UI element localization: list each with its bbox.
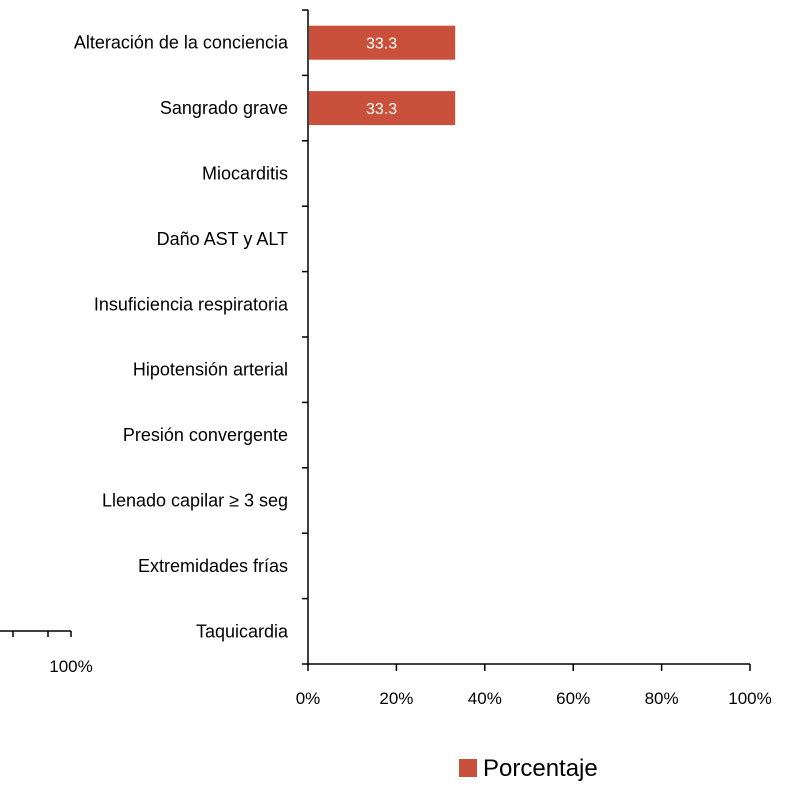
x-tick-label: 40%	[468, 689, 502, 708]
bar	[309, 25, 456, 60]
x-tick-label: 60%	[556, 689, 590, 708]
category-label: Insuficiencia respiratoria	[94, 294, 289, 314]
x-tick-label: 20%	[379, 689, 413, 708]
legend-label: Porcentaje	[483, 755, 598, 782]
partial-x-tick-label: 100%	[49, 657, 92, 676]
category-label: Extremidades frías	[138, 556, 288, 576]
category-label: Presión convergente	[123, 425, 288, 445]
bar	[309, 91, 456, 126]
data-label: 33.3	[366, 101, 397, 118]
category-label: Daño AST y ALT	[157, 229, 288, 249]
data-label: 33.3	[366, 36, 397, 53]
category-label: Llenado capilar ≥ 3 seg	[102, 491, 288, 511]
category-label: Taquicardia	[196, 621, 289, 641]
legend-swatch	[459, 759, 477, 777]
category-label: Miocarditis	[202, 164, 288, 184]
category-label: Alteración de la conciencia	[74, 33, 289, 53]
category-label: Sangrado grave	[160, 98, 288, 118]
category-label: Hipotensión arterial	[133, 360, 288, 380]
x-tick-label: 100%	[728, 689, 771, 708]
x-tick-label: 0%	[296, 689, 321, 708]
x-tick-label: 80%	[645, 689, 679, 708]
